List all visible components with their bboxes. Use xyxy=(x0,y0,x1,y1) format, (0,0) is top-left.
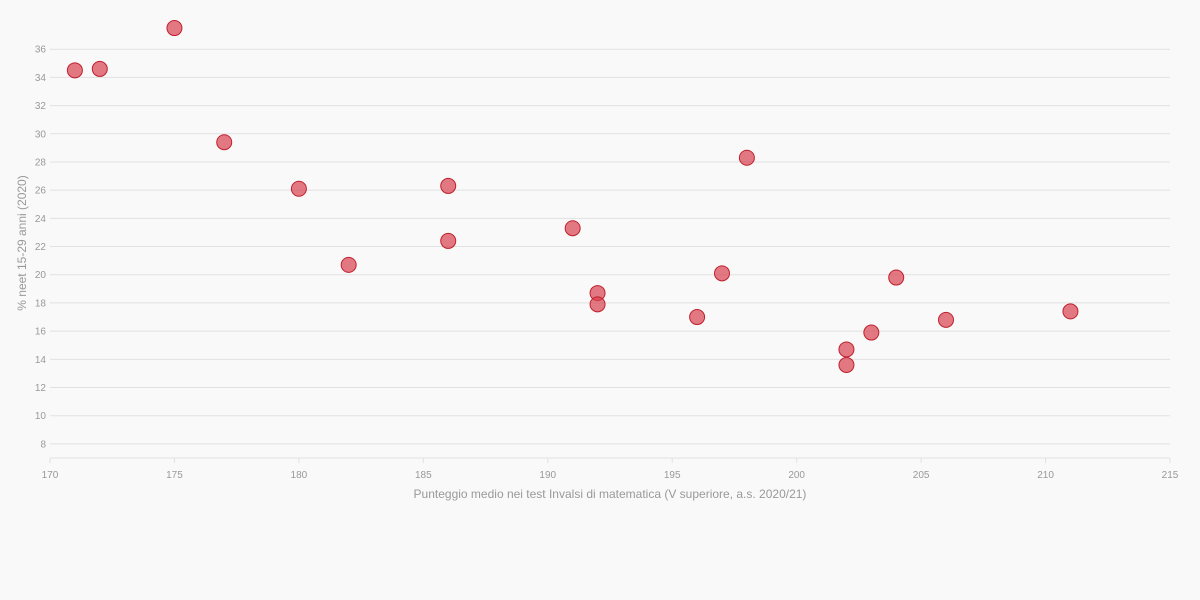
y-tick-label: 12 xyxy=(35,383,47,394)
x-tick-label: 175 xyxy=(166,470,183,481)
scatter-point[interactable] xyxy=(564,220,581,237)
data-points xyxy=(66,20,1079,373)
x-axis-ticks: 170 175 180 185 190 195 200 205 210 215 xyxy=(42,457,1179,481)
y-tick-label: 32 xyxy=(35,101,47,112)
scatter-point[interactable] xyxy=(589,296,606,313)
x-tick-label: 200 xyxy=(788,470,805,481)
scatter-point[interactable] xyxy=(714,265,730,282)
scatter-point[interactable] xyxy=(440,232,457,249)
y-tick-label: 14 xyxy=(35,355,47,366)
y-tick-label: 16 xyxy=(35,327,47,338)
y-tick-label: 30 xyxy=(35,129,47,140)
scatter-point[interactable] xyxy=(440,177,457,194)
y-tick-label: 36 xyxy=(35,45,47,56)
x-tick-label: 185 xyxy=(415,470,432,481)
scatter-point[interactable] xyxy=(66,62,83,79)
x-tick-label: 210 xyxy=(1037,470,1054,481)
scatter-point[interactable] xyxy=(216,134,233,151)
x-tick-label: 180 xyxy=(291,470,308,481)
scatter-point[interactable] xyxy=(738,149,755,166)
y-tick-label: 28 xyxy=(35,157,47,168)
scatter-point[interactable] xyxy=(91,60,108,77)
scatter-point[interactable] xyxy=(838,356,855,373)
scatter-point[interactable] xyxy=(689,309,706,326)
x-tick-label: 170 xyxy=(42,470,59,481)
scatter-point[interactable] xyxy=(838,341,855,358)
scatter-point[interactable] xyxy=(863,324,880,341)
scatter-point[interactable] xyxy=(166,20,183,37)
scatter-point[interactable] xyxy=(340,256,357,273)
grid-layer xyxy=(50,48,1170,445)
y-tick-label: 10 xyxy=(35,411,47,422)
x-tick-label: 205 xyxy=(913,470,930,481)
y-tick-label: 8 xyxy=(40,439,46,450)
x-tick-label: 190 xyxy=(539,470,556,481)
y-tick-label: 34 xyxy=(35,73,47,84)
scatter-point[interactable] xyxy=(938,311,954,328)
x-tick-label: 195 xyxy=(664,470,681,481)
y-axis-ticks: 8 10 12 14 16 18 20 22 24 26 28 30 32 34 36 xyxy=(35,45,47,451)
y-tick-label: 22 xyxy=(35,242,47,253)
y-tick-label: 20 xyxy=(35,270,47,281)
x-tick-label: 215 xyxy=(1162,470,1179,481)
y-tick-label: 18 xyxy=(35,298,47,309)
scatter-point[interactable] xyxy=(1062,303,1079,320)
y-tick-label: 26 xyxy=(35,186,47,197)
x-axis-title: Punteggio medio nei test Invalsi di mate… xyxy=(414,487,807,501)
scatter-point[interactable] xyxy=(888,269,905,286)
scatter-point[interactable] xyxy=(290,180,307,197)
y-axis-title: % neet 15-29 anni (2020) xyxy=(15,175,29,310)
y-tick-label: 24 xyxy=(35,214,47,225)
